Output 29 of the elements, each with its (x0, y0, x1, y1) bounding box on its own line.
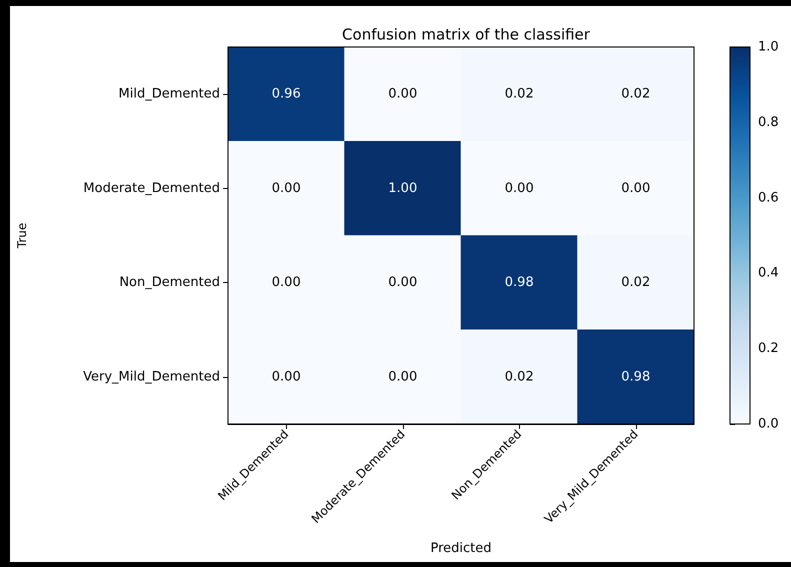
data-label: 0.98 (504, 275, 534, 290)
color-bar-label: 1.0 (758, 40, 779, 54)
data-label: 0.02 (621, 275, 650, 290)
x-axis-title: Predicted (430, 541, 492, 556)
data-label: 0.00 (388, 86, 418, 102)
y-tick-label: Very_Mild_Demented (83, 369, 220, 384)
y-axis-title: True (15, 222, 29, 250)
color-bar-label: 0.8 (758, 114, 779, 130)
color-bar-label: 0.2 (758, 341, 779, 356)
data-label: 0.02 (504, 369, 534, 384)
data-label: 0.98 (621, 369, 650, 384)
y-tick-label: Mild_Demented (118, 86, 220, 102)
color-bar-label: 0.6 (758, 190, 779, 206)
color-bar-label: 0.0 (758, 416, 779, 432)
data-label: 0.00 (388, 369, 418, 384)
color-bar-label: 0.4 (758, 266, 779, 281)
data-label: 0.00 (621, 180, 650, 196)
data-label: 0.00 (272, 275, 301, 290)
data-label: 0.00 (388, 275, 418, 290)
data-label: 0.02 (621, 86, 650, 102)
data-label: 0.00 (272, 369, 301, 384)
chart-title: Confusion matrix of the classifier (342, 26, 591, 44)
data-label: 0.00 (272, 180, 301, 196)
data-label: 0.96 (272, 86, 301, 102)
data-label: 0.02 (504, 86, 534, 102)
data-label: 0.00 (504, 180, 534, 196)
y-tick-label: Non_Demented (119, 275, 220, 290)
data-label: 1.00 (388, 180, 418, 196)
y-tick-label: Moderate_Demented (83, 180, 220, 196)
